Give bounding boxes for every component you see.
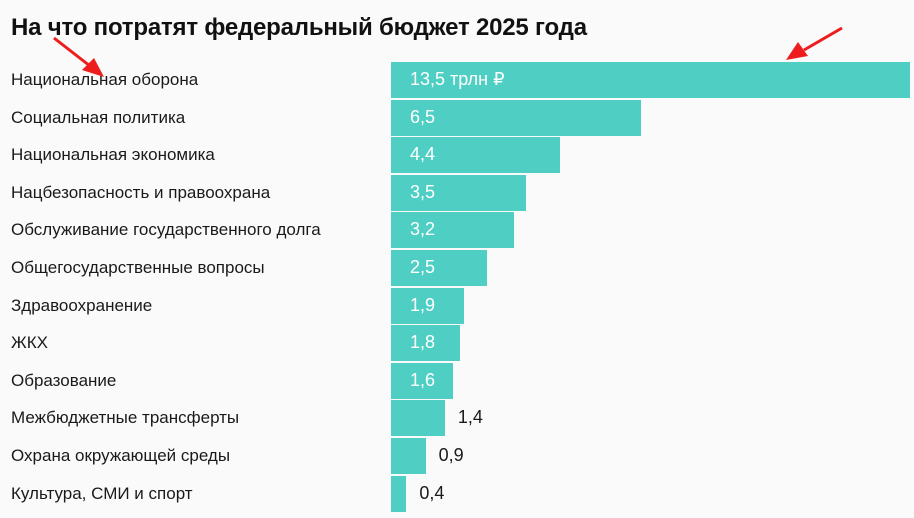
bar	[391, 137, 561, 174]
value-label: 2,5	[410, 257, 436, 277]
value-label: 0,9	[438, 445, 464, 465]
bar	[391, 362, 453, 399]
category-label: Обслуживание государственного долга	[11, 220, 321, 240]
bar	[391, 287, 465, 324]
bar	[391, 62, 910, 98]
red-arrow-icon	[53, 36, 104, 77]
bar	[391, 174, 526, 211]
category-label: Национальная оборона	[11, 70, 199, 89]
value-label: 6,5	[410, 106, 436, 127]
category-label: Нацбезопасность и правоохрана	[11, 182, 271, 202]
value-label: 1,9	[410, 294, 436, 315]
chart-title: На что потратят федеральный бюджет 2025 …	[11, 14, 587, 41]
bar	[391, 250, 488, 286]
value-label: 0,4	[419, 482, 445, 503]
bar	[391, 325, 461, 362]
value-label: 1,8	[410, 332, 436, 353]
value-label: 3,2	[410, 219, 436, 240]
category-label: Охрана окружающей среды	[11, 446, 231, 465]
category-label: Национальная экономика	[11, 145, 215, 165]
value-label: 1,6	[410, 369, 436, 390]
bar	[391, 400, 445, 437]
category-label: Здравоохранение	[11, 295, 153, 315]
bar	[391, 438, 426, 474]
value-label: 4,4	[410, 144, 436, 165]
value-label: 1,4	[457, 407, 483, 428]
category-label: Культура, СМИ и спорт	[11, 483, 193, 503]
category-label: Образование	[11, 370, 117, 390]
red-arrow-icon	[786, 26, 843, 60]
bar	[391, 212, 515, 249]
category-label: ЖКХ	[11, 333, 48, 353]
value-label: 3,5	[410, 181, 436, 202]
category-label: Общегосударственные вопросы	[11, 258, 265, 277]
category-label: Межбюджетные трансферты	[11, 408, 240, 428]
bar	[391, 475, 407, 512]
value-label: 13,5 трлн ₽	[410, 69, 505, 89]
bar	[391, 99, 641, 136]
category-label: Социальная политика	[11, 107, 186, 127]
